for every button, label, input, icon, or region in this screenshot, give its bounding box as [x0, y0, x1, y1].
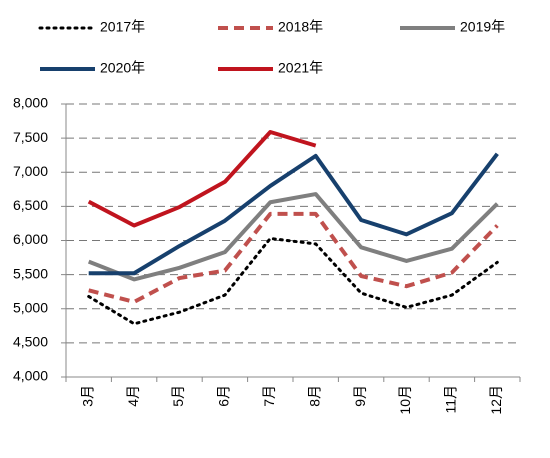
y-tick-label: 4,000 [13, 368, 48, 384]
x-tick-label: 6月 [216, 385, 232, 407]
x-tick-label: 8月 [306, 385, 322, 407]
y-tick-label: 8,000 [13, 95, 48, 111]
series-line [87, 192, 499, 282]
legend-label: 2017年 [100, 19, 145, 35]
y-tick-label: 4,500 [13, 334, 48, 350]
legend-label: 2021年 [278, 60, 323, 76]
series-line [87, 129, 317, 228]
series-line [88, 211, 499, 304]
legend-label: 2018年 [278, 19, 323, 35]
x-tick-label: 12月 [488, 385, 504, 415]
y-tick-label: 7,000 [13, 163, 48, 179]
series-line [87, 236, 499, 326]
x-tick-label: 11月 [443, 385, 459, 414]
x-tick-label: 5月 [170, 385, 186, 407]
x-tick-label: 10月 [397, 385, 413, 415]
legend-label: 2020年 [100, 60, 145, 76]
x-tick-label: 9月 [352, 385, 368, 407]
y-tick-label: 7,500 [13, 129, 48, 145]
x-tick-label: 3月 [79, 385, 95, 407]
x-tick-label: 4月 [125, 385, 141, 407]
x-tick-label: 7月 [261, 385, 277, 407]
legend-label: 2019年 [460, 19, 505, 35]
y-tick-label: 6,500 [13, 197, 48, 213]
y-tick-label: 6,000 [13, 231, 48, 247]
series-line [88, 152, 499, 276]
y-tick-label: 5,000 [13, 299, 48, 315]
y-tick-label: 5,500 [13, 265, 48, 281]
